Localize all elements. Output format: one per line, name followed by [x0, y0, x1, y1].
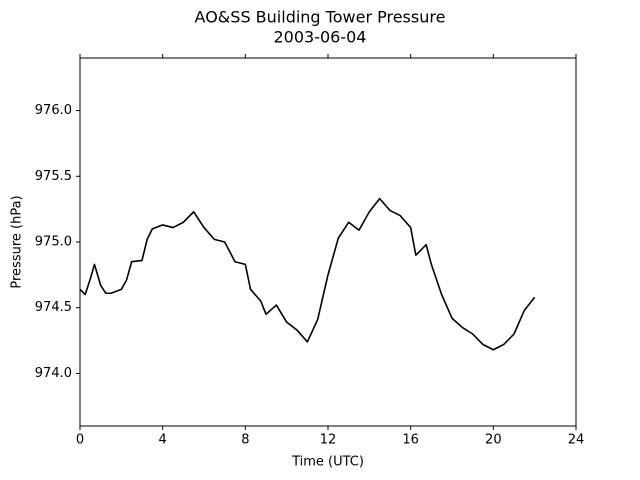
y-axis-label: Pressure (hPa) [10, 195, 25, 288]
x-tick-label: 20 [485, 433, 502, 448]
x-axis-label: Time (UTC) [291, 455, 364, 470]
chart-title: AO&SS Building Tower Pressure [195, 8, 446, 27]
x-tick-label: 12 [320, 433, 337, 448]
y-tick-label: 975.0 [35, 235, 72, 250]
plot-frame [79, 57, 577, 427]
y-tick-label: 974.5 [35, 300, 72, 315]
x-tick-label: 24 [568, 433, 585, 448]
x-tick-label: 16 [402, 433, 419, 448]
y-tick-label: 976.0 [35, 103, 72, 118]
y-tick-label: 975.5 [35, 169, 72, 184]
x-tick-label: 0 [76, 433, 84, 448]
data-line [79, 197, 536, 351]
chart-subtitle: 2003-06-04 [274, 28, 367, 47]
x-tick-label: 4 [159, 433, 167, 448]
x-tick-label: 8 [241, 433, 249, 448]
y-tick-label: 974.0 [35, 366, 72, 381]
